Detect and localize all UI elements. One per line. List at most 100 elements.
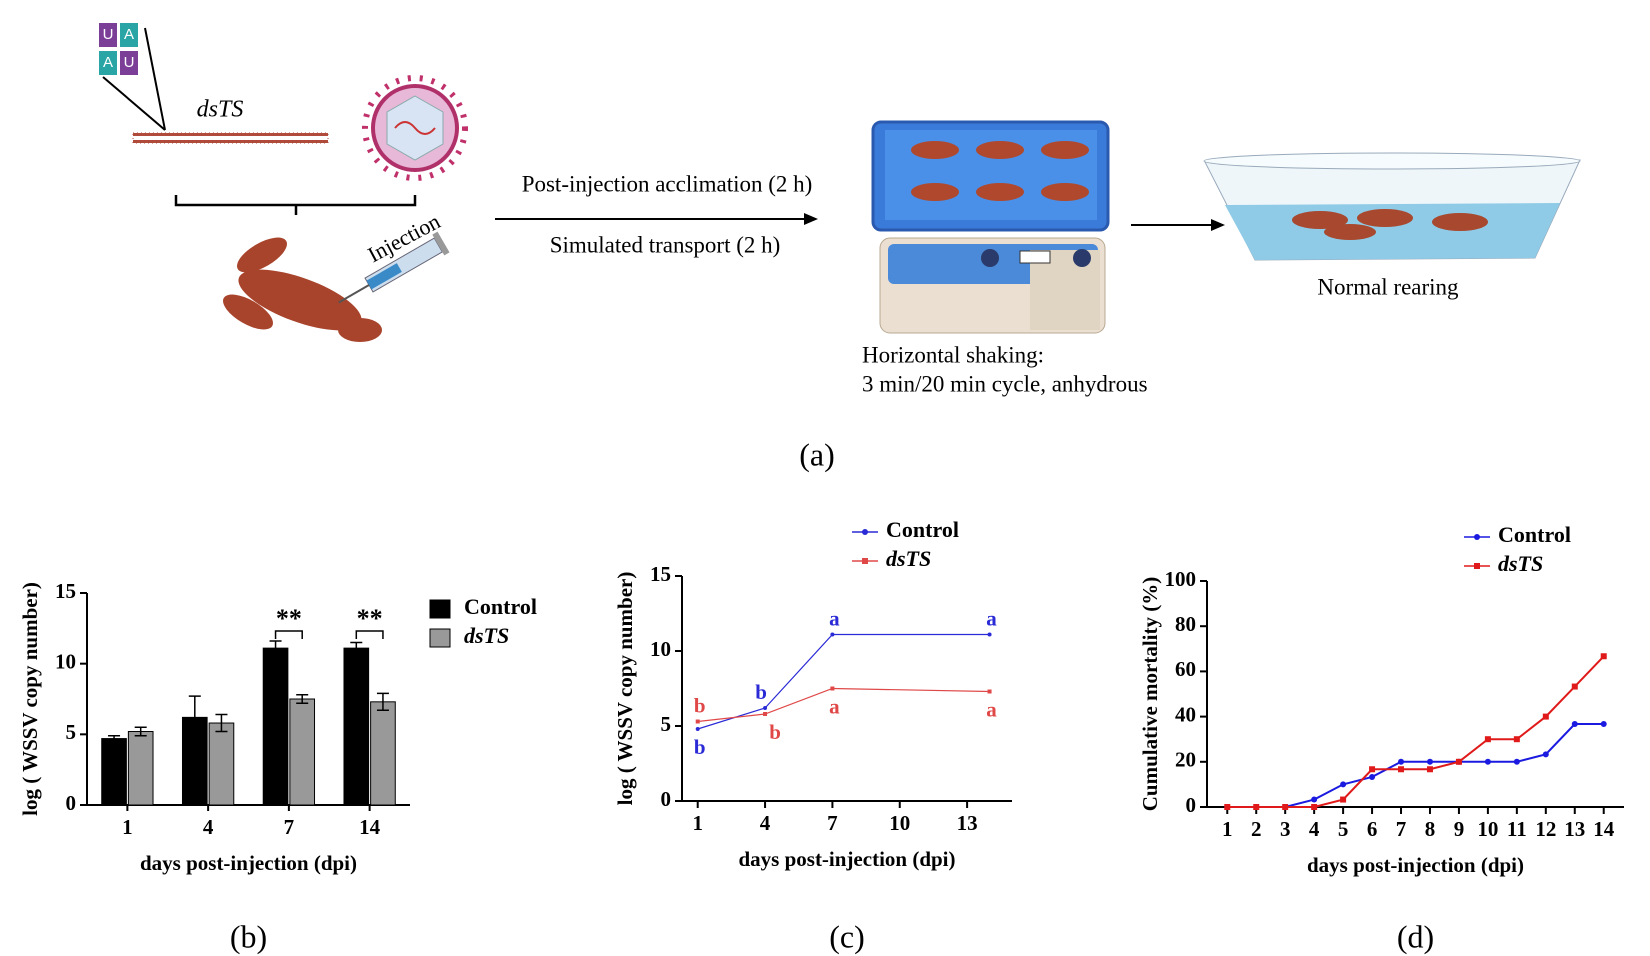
point — [1253, 804, 1260, 810]
legend-swatch — [429, 599, 451, 619]
bar — [370, 701, 396, 806]
legend-label: Control — [1498, 522, 1571, 547]
point — [830, 632, 835, 637]
significance-label: ** — [276, 604, 302, 633]
x-tick-label: 9 — [1454, 817, 1465, 841]
point — [1311, 796, 1318, 803]
step2-line1: Horizontal shaking: — [862, 342, 1044, 367]
bar — [101, 738, 127, 806]
panel-a: U A A U dsTS Injection Post-injection a — [99, 23, 1581, 472]
bracket — [174, 195, 417, 215]
y-tick-label: 5 — [66, 720, 77, 744]
point — [1369, 773, 1376, 780]
bar — [343, 647, 370, 806]
point — [1398, 766, 1405, 773]
bar — [289, 698, 316, 806]
legend-swatch — [429, 628, 451, 648]
point-label: b — [694, 693, 706, 717]
x-tick-label: 5 — [1338, 817, 1349, 841]
legend-label: Control — [886, 517, 959, 542]
point — [1340, 796, 1347, 803]
x-tick-label: 13 — [1564, 817, 1585, 841]
legend-label: dsTS — [886, 546, 931, 571]
x-tick-label: 4 — [760, 811, 771, 835]
y-tick-label: 15 — [55, 579, 76, 603]
x-tick-label: 8 — [1425, 817, 1436, 841]
y-tick-label: 0 — [661, 787, 672, 811]
y-tick-label: 60 — [1175, 657, 1196, 681]
error-bar — [134, 726, 147, 737]
point — [1340, 781, 1347, 788]
y-tick-label: 0 — [66, 791, 77, 815]
arrow-head — [1211, 219, 1225, 231]
legend-marker — [1474, 563, 1480, 569]
dsrna-strand — [133, 133, 328, 136]
virus-spikes — [362, 75, 468, 181]
y-tick-label: 5 — [661, 712, 672, 736]
step1-bottom: Simulated transport (2 h) — [550, 232, 781, 257]
y-tick-label: 20 — [1175, 748, 1196, 772]
point — [1513, 736, 1520, 743]
legend-label: Control — [464, 594, 537, 619]
point — [1455, 758, 1462, 765]
point — [987, 632, 992, 637]
point — [1369, 766, 1376, 773]
step3-label: Normal rearing — [1317, 274, 1459, 299]
significance-bracket — [355, 630, 384, 639]
bar — [262, 647, 289, 806]
error-bar — [269, 640, 282, 656]
point — [1311, 804, 1318, 810]
y-tick-label: 100 — [1165, 567, 1197, 591]
x-tick-label: 11 — [1507, 817, 1527, 841]
y-axis-label: Cumulative mortality (%) — [1138, 577, 1162, 811]
point — [1426, 766, 1433, 773]
y-axis-label: log ( WSSV copy number) — [613, 572, 637, 806]
point-label: a — [829, 694, 840, 718]
x-tick-label: 6 — [1367, 817, 1378, 841]
rna-letter: A — [103, 54, 113, 71]
point — [1398, 758, 1405, 765]
y-tick-label: 40 — [1175, 702, 1196, 726]
panel-caption: (b) — [230, 918, 267, 954]
point — [1600, 653, 1607, 660]
x-tick-label: 10 — [889, 811, 910, 835]
dsrna-label: dsTS — [197, 97, 244, 123]
y-tick-label: 10 — [55, 649, 76, 673]
point — [763, 706, 768, 710]
error-bar — [108, 734, 121, 743]
step1-top: Post-injection acclimation (2 h) — [522, 171, 813, 196]
significance-bracket — [274, 630, 303, 639]
y-tick-label: 15 — [650, 562, 671, 586]
point — [763, 712, 768, 716]
point-label: b — [769, 720, 781, 744]
error-bar — [296, 694, 309, 704]
x-tick-label: 7 — [284, 815, 295, 839]
significance-label: ** — [357, 604, 383, 633]
point — [695, 727, 700, 731]
error-bar — [188, 695, 201, 740]
point — [1600, 721, 1607, 728]
pointer — [102, 76, 166, 131]
bar — [127, 731, 154, 806]
point — [1571, 683, 1578, 690]
point — [1282, 804, 1289, 810]
x-tick-label: 2 — [1251, 817, 1262, 841]
x-tick-label: 7 — [827, 811, 838, 835]
arrow-head — [804, 213, 818, 225]
x-tick-label: 13 — [957, 811, 978, 835]
bar — [208, 722, 235, 806]
rna-box — [120, 23, 138, 47]
x-axis-label: days post-injection (dpi) — [140, 851, 357, 875]
point — [1484, 736, 1491, 743]
legend-marker — [862, 558, 868, 564]
shaker — [871, 120, 1110, 334]
rna-letter: U — [124, 54, 135, 71]
rna-letter: A — [124, 26, 134, 43]
x-tick-label: 12 — [1535, 817, 1556, 841]
point — [1484, 758, 1491, 765]
x-tick-label: 1 — [692, 811, 703, 835]
y-tick-label: 80 — [1175, 612, 1196, 636]
x-axis-label: days post-injection (dpi) — [1307, 853, 1524, 877]
